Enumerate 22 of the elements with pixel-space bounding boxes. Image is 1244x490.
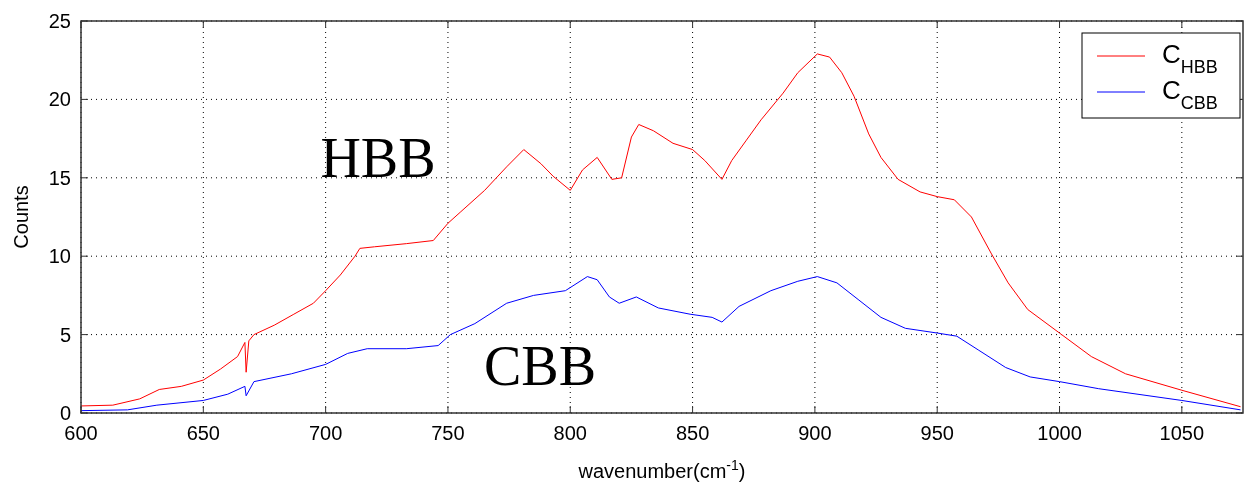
legend-label: C$_{CBB}$ bbox=[1162, 75, 1218, 113]
y-tick-label: 10 bbox=[48, 245, 71, 268]
y-axis-title: Counts bbox=[10, 185, 32, 249]
x-tick-label: 1000 bbox=[1037, 422, 1082, 444]
x-tick-label: 900 bbox=[798, 422, 832, 444]
annotation: CBB bbox=[483, 335, 597, 397]
x-axis-title: wavenumber(cm$^{-1}$) bbox=[577, 457, 746, 482]
y-tick-label: 0 bbox=[59, 402, 71, 424]
x-tick-label: 850 bbox=[675, 422, 710, 444]
legend-label: C$_{HBB}$ bbox=[1162, 39, 1218, 77]
y-tick-label: 15 bbox=[48, 166, 71, 189]
y-tick-label: 25 bbox=[48, 10, 71, 32]
x-tick-label: 600 bbox=[64, 422, 98, 444]
x-tick-label: 650 bbox=[186, 422, 220, 444]
y-tick-label: 5 bbox=[59, 323, 71, 346]
x-tick-label: 750 bbox=[431, 422, 465, 444]
x-tick-label: 1050 bbox=[1159, 422, 1205, 444]
x-tick-label: 700 bbox=[308, 422, 343, 444]
y-tick-label: 20 bbox=[48, 88, 71, 111]
annotation: HBB bbox=[320, 127, 436, 189]
x-tick-label: 950 bbox=[920, 422, 954, 444]
x-tick-label: 800 bbox=[553, 422, 587, 444]
